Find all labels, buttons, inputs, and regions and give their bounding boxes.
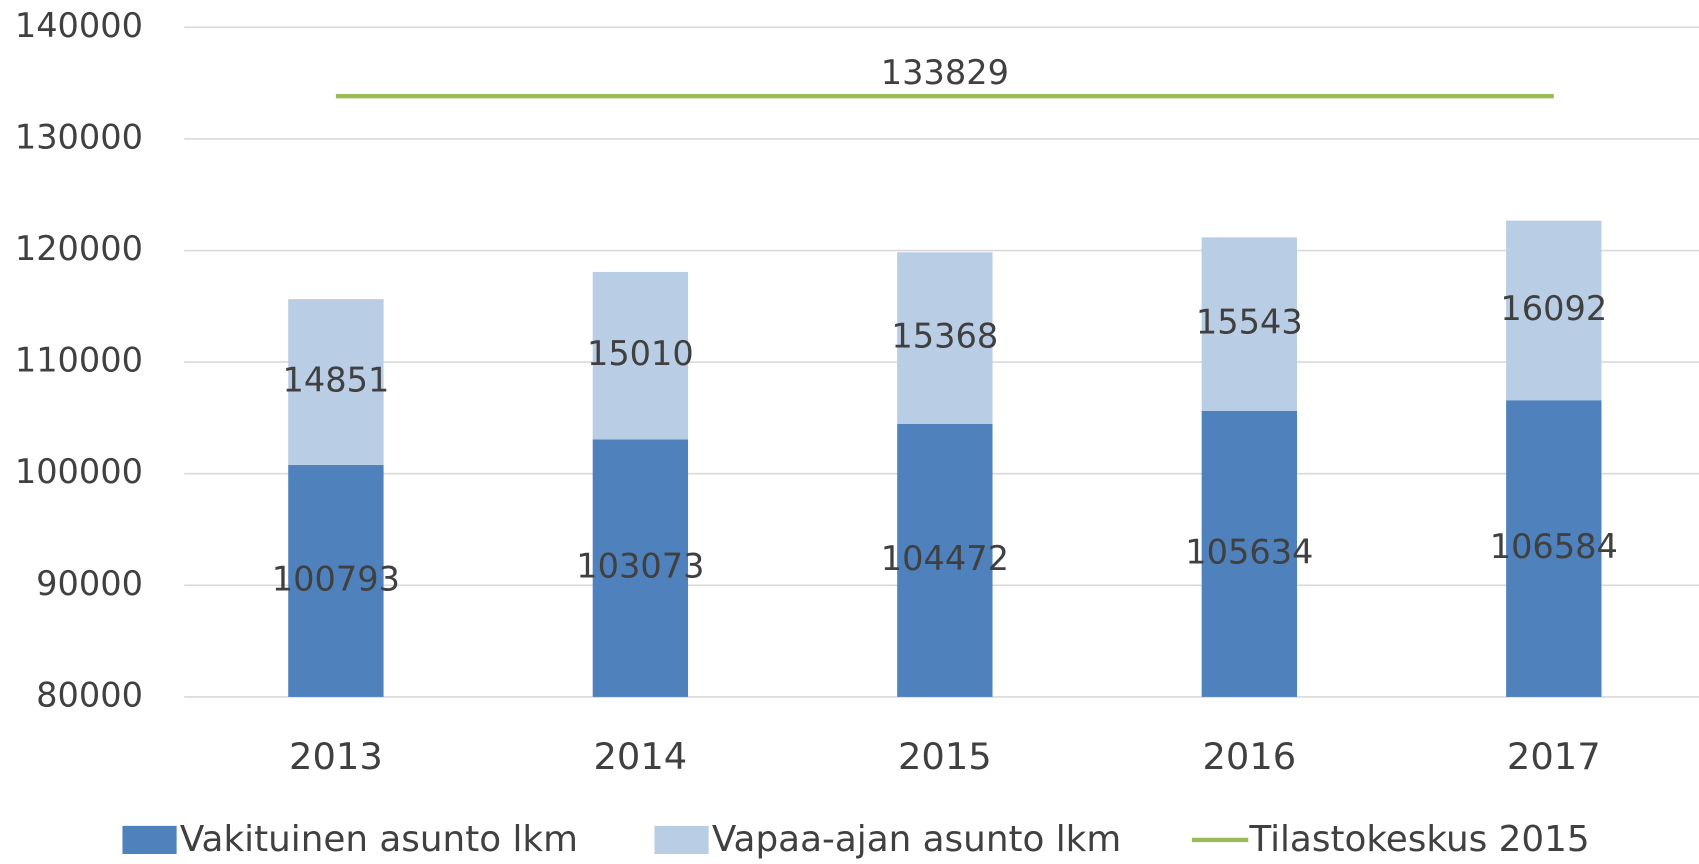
bar [1201,237,1298,411]
data-label: 15368 [891,317,998,356]
bar [288,299,384,465]
legend-label: Vapaa-ajan asunto lkm [712,819,1121,860]
legend-swatch [122,825,177,855]
y-tick-label: 140000 [15,6,143,45]
bar [1506,400,1602,697]
bar [897,423,993,697]
data-label: 104472 [881,539,1009,578]
y-tick-label: 100000 [15,452,143,491]
x-tick-label: 2017 [1507,735,1601,778]
x-tick-label: 2016 [1202,735,1296,778]
bar [592,271,689,440]
bar [592,439,689,697]
y-tick-label: 130000 [15,117,143,156]
bar [897,252,993,424]
legend-label: Tilastokeskus 2015 [1248,819,1589,860]
bar [288,464,384,697]
bar [1201,410,1298,697]
x-tick-label: 2015 [898,735,992,778]
data-label: 100793 [272,559,400,598]
data-label: 14851 [282,360,389,399]
data-label: 133829 [881,53,1009,92]
data-label: 103073 [576,547,704,586]
bar [1506,220,1602,401]
legend-label: Vakituinen asunto lkm [180,819,578,860]
x-tick-label: 2014 [594,735,688,778]
y-tick-label: 120000 [15,229,143,268]
legend-swatch [654,825,709,855]
data-label: 105634 [1185,532,1313,571]
data-label: 15010 [587,334,694,373]
data-label: 15543 [1196,303,1303,342]
y-tick-label: 80000 [36,675,143,714]
y-tick-label: 110000 [15,341,143,380]
x-tick-label: 2013 [289,735,383,778]
y-tick-label: 90000 [36,564,143,603]
data-label: 106584 [1490,527,1618,566]
data-label: 16092 [1500,289,1607,328]
